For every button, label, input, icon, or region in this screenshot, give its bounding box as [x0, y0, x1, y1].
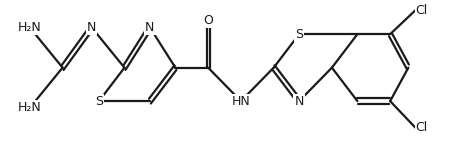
Text: S: S	[295, 28, 302, 41]
Text: H₂N: H₂N	[18, 101, 42, 114]
Text: O: O	[203, 14, 213, 27]
Text: N: N	[145, 21, 154, 34]
Text: N: N	[294, 95, 303, 108]
Text: Cl: Cl	[415, 121, 427, 134]
Text: Cl: Cl	[415, 4, 427, 17]
Text: N: N	[87, 21, 96, 34]
Text: S: S	[95, 95, 103, 108]
Text: HN: HN	[231, 95, 250, 108]
Text: H₂N: H₂N	[18, 21, 42, 34]
